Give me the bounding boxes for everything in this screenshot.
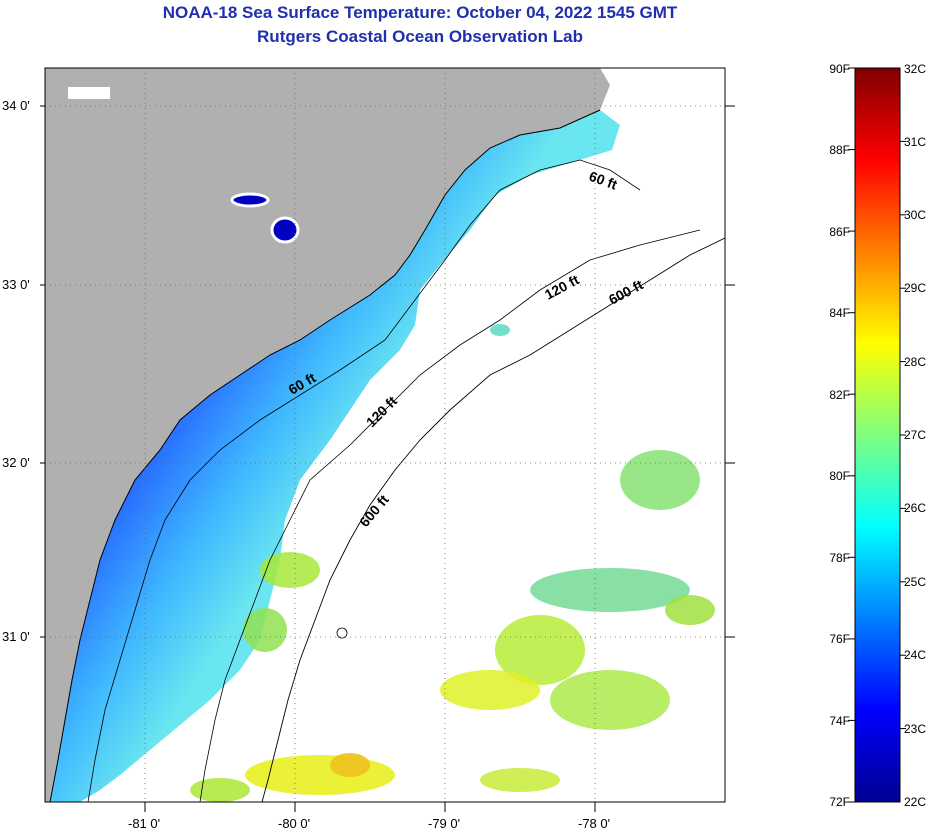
cb-c-31: 31C xyxy=(904,135,926,149)
map-grid xyxy=(45,68,725,802)
chart-title: NOAA-18 Sea Surface Temperature: October… xyxy=(162,3,678,22)
lake-marion xyxy=(270,216,300,244)
lon-label-78: -78 0' xyxy=(578,816,610,831)
cb-c-32: 32C xyxy=(904,62,926,76)
cb-c-24: 24C xyxy=(904,648,926,662)
cb-f-74: 74F xyxy=(829,714,850,728)
coastline xyxy=(49,109,601,802)
cb-c-27: 27C xyxy=(904,428,926,442)
cb-f-76: 76F xyxy=(829,632,850,646)
lake-moultrie xyxy=(230,192,270,208)
cb-c-25: 25C xyxy=(904,575,926,589)
cb-c-26: 26C xyxy=(904,501,926,515)
lat-label-33: 33 0' xyxy=(2,277,30,292)
cb-f-72: 72F xyxy=(829,795,850,809)
sst-warm-patches xyxy=(190,324,715,802)
cb-f-86: 86F xyxy=(829,225,850,239)
lon-label-79: -79 0' xyxy=(428,816,460,831)
cb-f-84: 84F xyxy=(829,306,850,320)
cb-c-30: 30C xyxy=(904,208,926,222)
sst-cold-band xyxy=(50,110,620,802)
colorbar-ticks-f xyxy=(848,67,855,803)
cb-c-22: 22C xyxy=(904,795,926,809)
cb-f-80: 80F xyxy=(829,469,850,483)
lat-label-31: 31 0' xyxy=(2,629,30,644)
lat-label-34: 34 0' xyxy=(2,98,30,113)
land-mass xyxy=(45,68,610,802)
cb-c-29: 29C xyxy=(904,281,926,295)
lon-axis xyxy=(144,802,596,812)
colorbar xyxy=(854,67,901,803)
cb-c-28: 28C xyxy=(904,355,926,369)
contour-60ft xyxy=(87,159,641,802)
colorbar-ticks-c xyxy=(900,140,906,730)
lat-axis xyxy=(40,105,735,638)
chart-subtitle: Rutgers Coastal Ocean Observation Lab xyxy=(257,27,583,46)
contour-seamount xyxy=(336,627,348,639)
lat-label-32: 32 0' xyxy=(2,455,30,470)
contour-600ft xyxy=(261,237,725,802)
cb-f-90: 90F xyxy=(829,62,850,76)
map-frame xyxy=(44,67,726,803)
contour-120ft xyxy=(199,229,701,802)
cloud-speck xyxy=(68,87,110,99)
cb-f-88: 88F xyxy=(829,143,850,157)
lon-label-81: -81 0' xyxy=(128,816,160,831)
map-plot-area xyxy=(45,68,725,802)
cb-f-82: 82F xyxy=(829,388,850,402)
cb-c-23: 23C xyxy=(904,722,926,736)
lon-label-80: -80 0' xyxy=(278,816,310,831)
cb-f-78: 78F xyxy=(829,551,850,565)
